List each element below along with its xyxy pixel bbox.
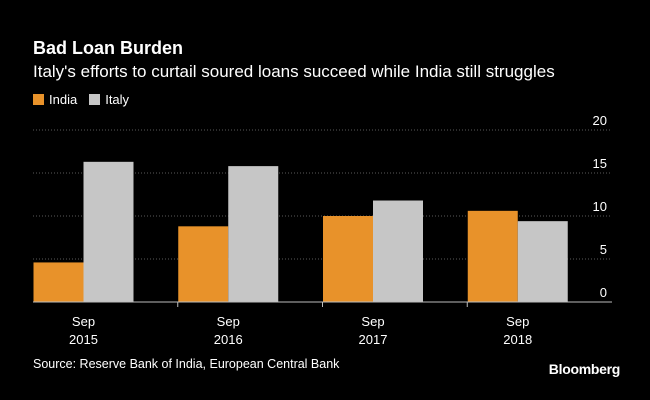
bar-italy-2018 bbox=[517, 221, 568, 302]
x-tick-label-2017-0: Sep bbox=[361, 314, 384, 329]
y-tick-label-0: 0 bbox=[600, 285, 607, 300]
x-tick-label-2017-1: 2017 bbox=[359, 332, 388, 347]
bloomberg-logo: Bloomberg bbox=[548, 361, 621, 377]
bar-india-2016 bbox=[178, 226, 229, 302]
chart-subtitle: Italy's efforts to curtail soured loans … bbox=[33, 62, 555, 81]
bar-italy-2016 bbox=[228, 166, 279, 302]
legend-label-italy: Italy bbox=[105, 92, 130, 107]
bar-india-2018 bbox=[467, 210, 518, 302]
bar-india-2017 bbox=[323, 216, 373, 302]
bar-italy-2015 bbox=[83, 161, 134, 302]
x-tick-label-2016-0: Sep bbox=[217, 314, 240, 329]
y-tick-label-10: 10 bbox=[593, 199, 607, 214]
x-tick-label-2015-1: 2015 bbox=[69, 332, 98, 347]
source-note: Source: Reserve Bank of India, European … bbox=[33, 357, 340, 371]
x-tick-label-2016-1: 2016 bbox=[214, 332, 243, 347]
legend-item-india: India bbox=[33, 92, 77, 107]
chart-title: Bad Loan Burden bbox=[33, 38, 184, 58]
bar-india-2015 bbox=[33, 262, 84, 302]
x-tick-label-2018-1: 2018 bbox=[503, 332, 532, 347]
legend-swatch-india bbox=[33, 94, 44, 105]
legend-item-italy: Italy bbox=[89, 92, 129, 107]
y-tick-label-20: 20 bbox=[593, 113, 607, 128]
legend-label-india: India bbox=[49, 92, 78, 107]
y-tick-label-5: 5 bbox=[600, 242, 607, 257]
x-tick-label-2018-0: Sep bbox=[506, 314, 529, 329]
legend-swatch-italy bbox=[89, 94, 101, 105]
y-tick-label-15: 15 bbox=[593, 156, 607, 171]
bar-italy-2017 bbox=[373, 200, 423, 302]
legend: India Italy bbox=[33, 92, 141, 107]
x-tick-label-2015-0: Sep bbox=[72, 314, 95, 329]
